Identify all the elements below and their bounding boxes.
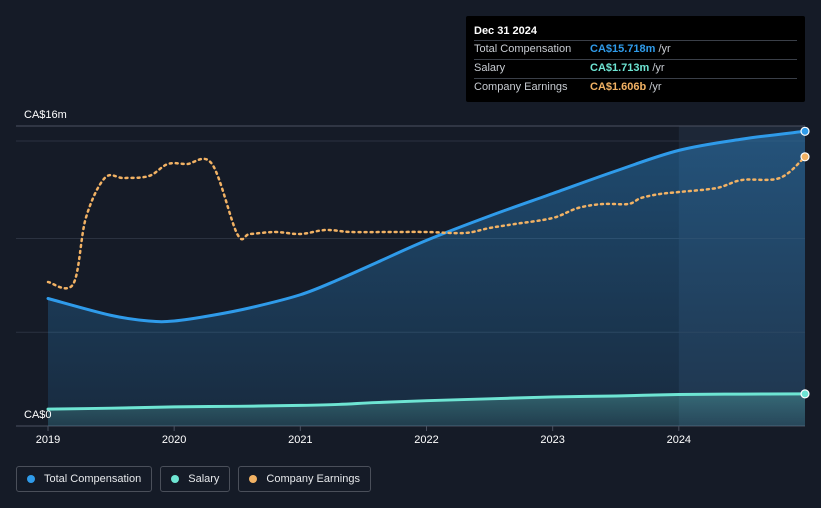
tooltip-label: Total Compensation: [474, 43, 572, 55]
legend-label: Total Compensation: [44, 473, 142, 485]
total-compensation-end-marker: [800, 126, 810, 136]
legend-dot-icon: [27, 475, 35, 483]
tooltip-label: Salary: [474, 62, 506, 74]
tooltip-date: Dec 31 2024: [474, 25, 537, 37]
x-tick-label: 2022: [414, 434, 438, 446]
legend-dot-icon: [249, 475, 258, 483]
company-earnings-end-marker: [800, 152, 810, 162]
legend-label: Salary: [188, 473, 220, 485]
tooltip-row-company-earnings: Company Earnings CA$1.606b /yr: [474, 78, 797, 97]
legend: Total Compensation Salary Company Earnin…: [16, 466, 371, 492]
x-tick-label: 2024: [667, 434, 691, 446]
y-axis-top-label: CA$16m: [24, 109, 67, 121]
total-compensation-area: [48, 131, 805, 426]
tooltip-row-salary: Salary CA$1.713m /yr: [474, 59, 797, 78]
tooltip: Dec 31 2024 Total Compensation CA$15.718…: [466, 16, 805, 102]
tooltip-unit: /yr: [649, 81, 662, 93]
tooltip-row-total-compensation: Total Compensation CA$15.718m /yr: [474, 40, 797, 59]
x-tick-label: 2019: [36, 434, 60, 446]
x-axis: 2019 2020 2021 2022 2023 2024: [36, 426, 691, 446]
legend-item-salary[interactable]: Salary: [160, 466, 231, 492]
total-compensation-line: [46, 129, 807, 324]
tooltip-unit: /yr: [652, 62, 665, 74]
tooltip-label: Company Earnings: [474, 81, 568, 93]
x-tick-label: 2021: [288, 434, 312, 446]
legend-item-company-earnings[interactable]: Company Earnings: [238, 466, 371, 492]
tooltip-unit: /yr: [658, 43, 671, 55]
tooltip-value: CA$1.713m: [590, 62, 650, 74]
legend-label: Company Earnings: [266, 473, 360, 485]
company-earnings-line: [46, 155, 807, 290]
salary-line: [46, 392, 807, 411]
legend-dot-icon: [171, 475, 180, 483]
tooltip-value: CA$15.718m: [590, 43, 656, 55]
legend-item-total-compensation[interactable]: Total Compensation: [16, 466, 153, 492]
y-axis-bottom-label: CA$0: [24, 409, 52, 421]
series-group: [46, 126, 810, 426]
x-tick-label: 2020: [162, 434, 186, 446]
x-tick-label: 2023: [540, 434, 564, 446]
salary-area: [48, 393, 805, 426]
salary-end-marker: [800, 389, 810, 399]
tooltip-value: CA$1.606b: [590, 81, 647, 93]
